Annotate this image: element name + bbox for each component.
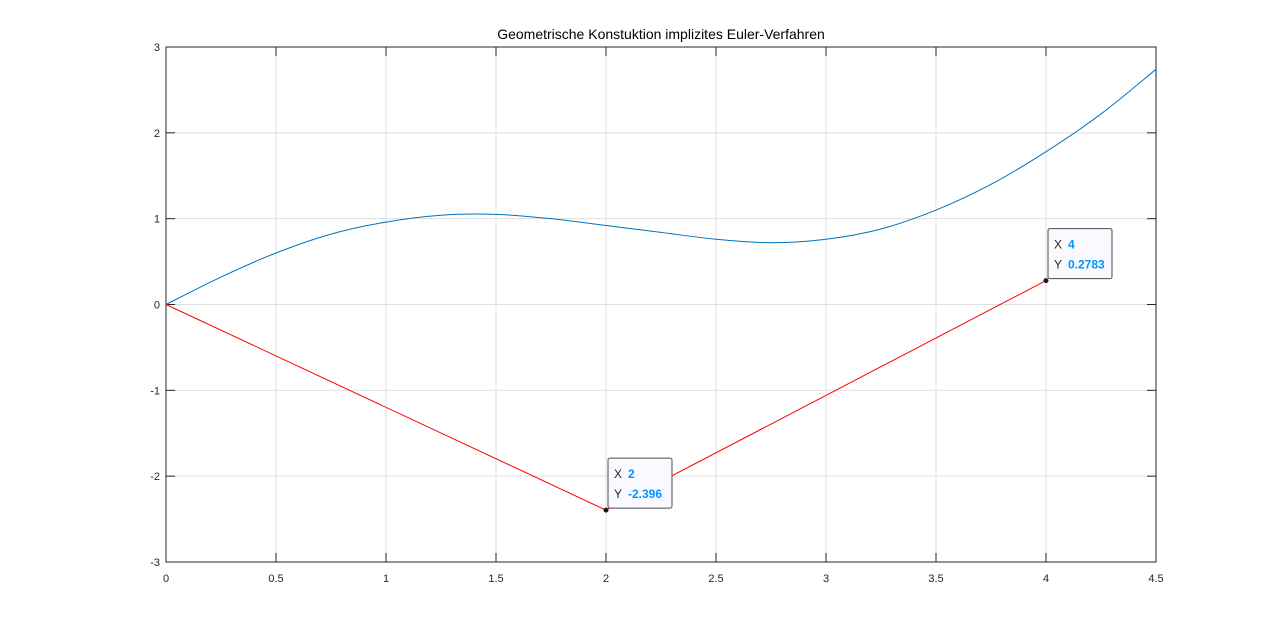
x-tick-label: 3.5	[928, 573, 943, 585]
datatip-y-label: Y	[614, 487, 622, 501]
x-tick-label: 4	[1043, 573, 1049, 585]
chart-title: Geometrische Konstuktion implizites Eule…	[497, 26, 825, 42]
x-tick-label: 0	[163, 573, 169, 585]
datatip-y-value: -2.396	[628, 487, 662, 501]
datatip-marker[interactable]	[1043, 278, 1049, 284]
y-tick-label: 2	[154, 128, 160, 140]
datatip-box[interactable]	[607, 457, 673, 509]
datatip-marker[interactable]	[603, 507, 609, 513]
x-tick-label: 0.5	[268, 573, 283, 585]
series-1-line[interactable]	[165, 68, 1157, 305]
datatip-y-label: Y	[1054, 258, 1062, 272]
y-tick-label: -1	[150, 385, 160, 397]
y-tick-label: -3	[150, 557, 160, 569]
y-tick-label: 3	[154, 42, 160, 54]
datatip-x-value: 2	[628, 467, 635, 481]
datatip-y-value: 0.2783	[1068, 258, 1105, 272]
x-tick-label: 1.5	[488, 573, 503, 585]
y-tick-label: 0	[154, 300, 160, 312]
x-tick-label: 4.5	[1148, 573, 1163, 585]
x-tick-label: 2.5	[708, 573, 723, 585]
x-tick-label: 3	[823, 573, 829, 585]
x-tick-label: 2	[603, 573, 609, 585]
y-tick-label: 1	[154, 214, 160, 226]
datatip-x-value: 4	[1068, 238, 1075, 252]
datatip-x-label: X	[614, 467, 622, 481]
datatip-x-label: X	[1054, 238, 1062, 252]
x-tick-label: 1	[383, 573, 389, 585]
datatip-box[interactable]	[1047, 228, 1113, 280]
y-tick-label: -2	[150, 471, 160, 483]
